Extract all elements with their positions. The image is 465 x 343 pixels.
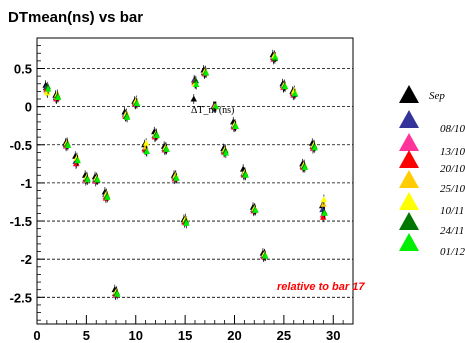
x-tick-label: 5 [83,328,90,343]
data-point [54,93,62,100]
x-tick-label: 15 [178,328,192,343]
legend-swatch [399,212,419,230]
data-point [242,171,249,178]
legend-label: 25/10 [440,183,465,195]
data-point [311,144,318,151]
y-tick-label: -2.5 [10,290,32,305]
y-tick-label: -1.5 [10,214,32,229]
y-tick-label: -2 [20,252,32,267]
y-tick-label: 0 [25,100,32,115]
legend-label: 24/11 [440,225,464,237]
chart-title: DTmean(ns) vs bar [8,9,143,26]
data-point [114,290,121,297]
legend-label: 01/12 [440,246,465,258]
legend-swatch [399,150,419,168]
legend-label: Sep [429,90,445,102]
legend-label: 10/11 [440,205,464,217]
legend: Sep 08/10 13/10 20/10 25/10 10/11 24/11 01/12 [399,85,465,258]
data-point [163,145,170,152]
x-tick-label: 10 [129,328,143,343]
data-point [252,206,259,213]
data-point [291,90,299,97]
relative-bar-annotation: relative to bar 17 [277,281,365,293]
legend-label: 08/10 [440,123,465,135]
x-tick-label: 0 [33,328,40,343]
data-point [74,157,81,164]
axis-ticks [36,45,344,324]
data-point [173,174,180,181]
legend-swatch [399,110,419,128]
x-tick-label: 20 [227,328,241,343]
legend-label: 20/10 [440,163,465,175]
data-point [143,148,151,155]
y-tick-label: -1 [20,176,32,191]
x-tick-label: 25 [277,328,291,343]
y-tick-label: 0.5 [14,62,32,77]
data-point [44,85,52,92]
data-point [321,209,328,216]
data-point [104,193,111,200]
legend-swatch [399,192,419,210]
x-tick-label: 30 [326,328,340,343]
data-point [190,95,197,102]
y-tick-label: -0.5 [10,138,32,153]
data-markers [42,49,328,301]
data-point [142,139,150,146]
data-point [272,53,279,60]
data-point [202,69,210,76]
data-point [222,149,230,156]
legend-swatch [399,233,419,251]
y-tick-labels: 0.5 0 -0.5 -1 -1.5 -2 -2.5 [10,62,32,306]
delta-t-annotation: ΔT_m (ns) [191,105,234,116]
data-point [183,219,190,226]
x-tick-labels: 0 5 10 15 20 25 30 [33,328,340,343]
legend-swatch [399,170,419,188]
data-point [301,164,309,171]
data-point [212,103,220,110]
data-point [84,176,91,183]
legend-swatch [399,85,419,103]
data-point [153,132,160,139]
data-point [94,176,101,183]
data-point [44,89,51,96]
data-point [320,196,328,203]
data-point [123,113,131,120]
data-point [281,83,289,90]
legend-swatch [399,133,419,151]
data-point [193,81,200,88]
data-point [133,100,141,107]
legend-label: 13/10 [440,146,465,158]
data-point [64,142,72,149]
grid-lines [37,68,353,298]
data-point [262,252,269,259]
data-point [232,122,239,129]
